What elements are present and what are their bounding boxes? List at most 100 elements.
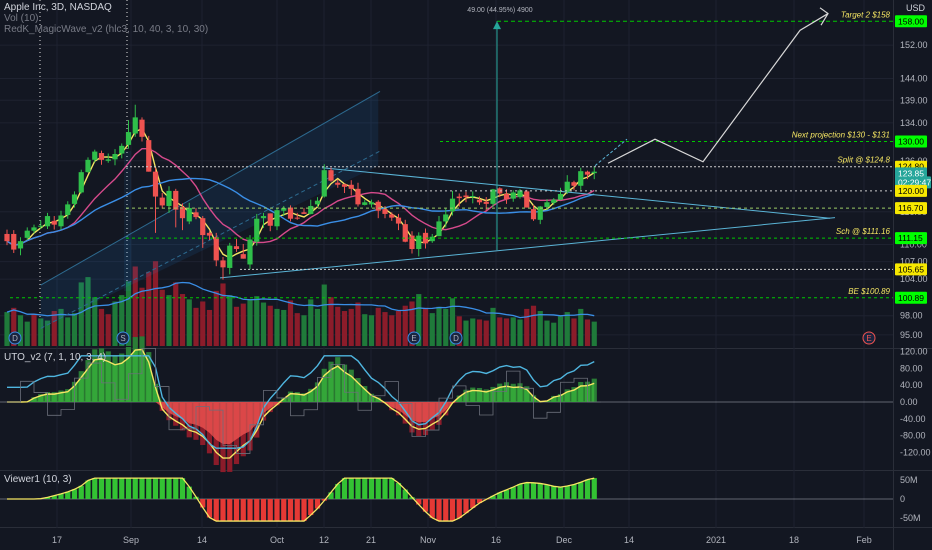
volume-bar (38, 318, 44, 346)
mid-ma-line (6, 147, 595, 247)
volume-bar (497, 317, 503, 346)
candle-body (314, 200, 321, 205)
candle-body (443, 214, 449, 222)
uto-tick-label: -120.00 (900, 447, 931, 457)
volume-bar (375, 307, 381, 346)
x-tick-label: Sep (123, 535, 139, 545)
uto-tick-label: 80.00 (900, 363, 923, 373)
volume-bar (193, 307, 199, 346)
volume-bar (254, 296, 260, 346)
triangle-lower (219, 217, 836, 279)
viewer-histogram-bar (240, 499, 246, 522)
x-tick-label: Dec (556, 535, 573, 545)
viewer-histogram-bar (281, 499, 287, 522)
volume-bar (368, 315, 375, 346)
viewer-histogram-bar (139, 478, 145, 499)
be-level-annotation: BE $100.89 (848, 287, 890, 296)
target-level-annotation: Target 2 $158 (841, 10, 891, 19)
volume-bar (213, 290, 219, 346)
volume-bar (537, 311, 543, 346)
price-tag-sch (895, 232, 927, 245)
volume-bar (179, 294, 186, 346)
y-tick-label: 152.00 (900, 40, 928, 50)
candle-body (328, 170, 334, 181)
candle-body (213, 237, 219, 261)
volume-bar (362, 314, 368, 346)
slow-ma-line (6, 177, 595, 247)
volume-bar (449, 298, 456, 346)
y-tick-label: 144.00 (900, 74, 928, 84)
price-tag-be (895, 291, 927, 304)
event-marker-circle (862, 331, 876, 345)
viewer-histogram-bar (267, 499, 273, 522)
viewer-histogram-bar (564, 485, 570, 499)
symbol-title: Apple Inc, 3D, NASDAQ (4, 2, 112, 13)
volume-bar (119, 295, 125, 346)
candle-body (186, 208, 192, 222)
viewer-histogram-bar (227, 499, 233, 522)
viewer-histogram-bar (166, 478, 172, 499)
price-tag-level (895, 202, 927, 215)
projection-level-annotation: Next projection $130 - $131 (792, 131, 890, 140)
viewer-histogram-bar (301, 499, 307, 522)
candle-body (402, 224, 408, 242)
candle-body (85, 159, 91, 173)
candle-body (294, 217, 300, 219)
viewer-histogram-bar (220, 499, 226, 522)
volume-bar (31, 314, 37, 346)
candle-body (503, 193, 510, 200)
viewer-histogram-bar (274, 499, 280, 522)
split-level-annotation: Split @ $124.8 (837, 156, 890, 165)
x-tick-label: 16 (491, 535, 501, 545)
x-tick-label: 17 (52, 535, 62, 545)
viewer-histogram-bar (395, 482, 402, 499)
y-tick-label: 107.00 (900, 257, 928, 267)
candle-body (368, 202, 375, 205)
candle-body (206, 232, 213, 236)
event-marker-label: E (866, 334, 871, 343)
viewer-histogram-bar (233, 499, 240, 522)
viewer-histogram-bar (98, 478, 105, 499)
viewer-histogram-bar (159, 478, 165, 499)
viewer-histogram-bar (44, 497, 51, 499)
viewer-line (7, 477, 595, 522)
x-tick-label: Nov (420, 535, 437, 545)
viewer-histogram-bar (429, 499, 435, 518)
volume-bar (503, 318, 510, 346)
candle-body (557, 193, 564, 200)
volume-bar (564, 312, 570, 346)
viewer-histogram-bar (146, 478, 152, 499)
viewer-histogram-bar (173, 478, 179, 499)
viewer-histogram-bar (382, 478, 388, 499)
viewer-histogram-bar (544, 484, 550, 499)
volume-bar (220, 283, 226, 346)
candle-body (112, 153, 118, 160)
candle-body (348, 184, 354, 189)
event-marker-circle (449, 331, 463, 345)
volume-bar (152, 261, 159, 346)
volume-bar (78, 282, 84, 346)
volume-bar (308, 299, 314, 346)
candle-body (152, 171, 159, 197)
viewer-histogram-bar (476, 499, 483, 504)
x-tick-label: 2021 (706, 535, 726, 545)
uto-cyan-line (7, 355, 595, 449)
projection-dashed (594, 138, 628, 167)
candle-body (193, 212, 199, 218)
viewer-histogram-bar (287, 499, 294, 522)
candle-body (517, 190, 523, 198)
volume-bar (335, 306, 341, 346)
viewer-histogram-bar (294, 499, 300, 522)
candle-body (497, 188, 503, 194)
projection-path (607, 13, 829, 164)
price-tag-label: 130.00 (898, 137, 924, 147)
volume-bar (341, 311, 348, 346)
candle-body (584, 171, 591, 175)
viewer-histogram-bar (530, 482, 537, 499)
volume-bar (274, 308, 280, 346)
candle-body (436, 221, 442, 237)
viewer-histogram-bar (335, 483, 341, 499)
volume-bar (463, 320, 469, 346)
volume-bar (146, 271, 152, 346)
